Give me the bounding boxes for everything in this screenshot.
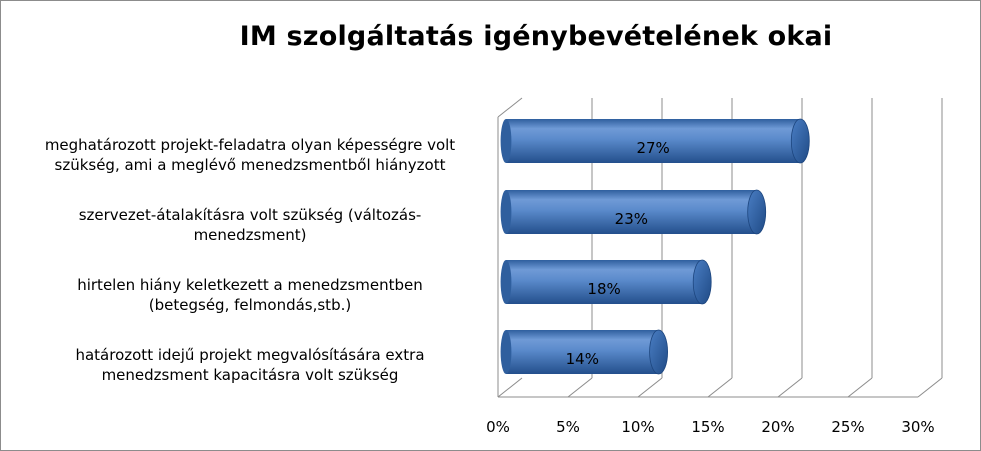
bar xyxy=(500,118,810,164)
category-label-line: menedzsment kapacitásra volt szükség xyxy=(101,366,399,384)
bar-body xyxy=(506,330,659,374)
data-label: 18% xyxy=(587,280,620,298)
data-label: 23% xyxy=(615,210,648,228)
x-tick-label: 30% xyxy=(901,418,935,436)
bar xyxy=(500,189,767,235)
bar xyxy=(500,259,712,305)
bar-end-cap xyxy=(692,259,712,305)
category-label-line: meghatározott projekt-feladatra olyan ké… xyxy=(44,136,456,154)
category-label: meghatározott projekt-feladatra olyan ké… xyxy=(11,135,489,175)
category-label-line: szükség, ami a meglévő menedzsmentből hi… xyxy=(54,156,446,174)
data-label: 27% xyxy=(636,139,669,157)
bar-body xyxy=(506,260,703,304)
x-tick-label: 20% xyxy=(761,418,795,436)
x-tick-label: 0% xyxy=(486,418,510,436)
x-tick-label: 25% xyxy=(831,418,865,436)
bar-end-cap xyxy=(649,329,668,375)
floor-gridline xyxy=(497,377,523,398)
category-label: hirtelen hiány keletkezett a menedzsment… xyxy=(11,275,489,315)
bar-end-cap xyxy=(790,118,810,164)
category-label-line: határozott idejű projekt megvalósítására… xyxy=(75,346,425,364)
x-tick-label: 10% xyxy=(621,418,655,436)
bar-base-cap xyxy=(500,260,512,304)
floor-gridline xyxy=(917,377,943,398)
bar xyxy=(500,329,668,375)
bars: 27% 23% 18% 14% xyxy=(500,118,810,375)
floor-gridline xyxy=(777,377,803,398)
bar-base-cap xyxy=(500,119,512,163)
x-tick-label: 5% xyxy=(556,418,580,436)
bar-end-cap xyxy=(747,189,767,235)
bar-base-cap xyxy=(500,190,512,234)
floor-gridline xyxy=(567,377,593,398)
floor-gridline xyxy=(707,377,733,398)
data-label: 14% xyxy=(566,350,599,368)
x-tick-label: 15% xyxy=(691,418,725,436)
chart-title: IM szolgáltatás igénybevételének okai xyxy=(239,21,833,52)
category-label-line: hirtelen hiány keletkezett a menedzsment… xyxy=(77,276,423,294)
category-label-line: szervezet-átalakításra volt szükség (vál… xyxy=(78,206,422,224)
category-label-line: menedzsment) xyxy=(193,226,307,244)
floor-gridline xyxy=(637,377,663,398)
bar-body xyxy=(506,119,801,163)
category-label: határozott idejű projekt megvalósítására… xyxy=(11,345,489,385)
category-label-line: (betegség, felmondás,stb.) xyxy=(148,296,352,314)
axis-wall-edge xyxy=(497,97,523,118)
bar-base-cap xyxy=(500,330,512,374)
floor-gridline xyxy=(847,377,873,398)
bar-body xyxy=(506,190,757,234)
category-label: szervezet-átalakításra volt szükség (vál… xyxy=(11,205,489,245)
